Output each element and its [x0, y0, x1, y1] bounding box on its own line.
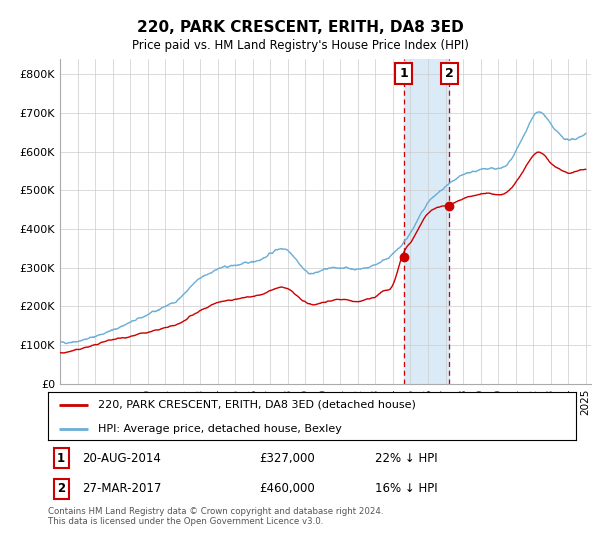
Text: Price paid vs. HM Land Registry's House Price Index (HPI): Price paid vs. HM Land Registry's House …	[131, 39, 469, 52]
Bar	[404, 59, 449, 384]
Text: Contains HM Land Registry data © Crown copyright and database right 2024.
This d: Contains HM Land Registry data © Crown c…	[48, 507, 383, 526]
Text: 2: 2	[445, 67, 454, 80]
Text: £460,000: £460,000	[259, 482, 315, 495]
Text: 16% ↓ HPI: 16% ↓ HPI	[376, 482, 438, 495]
Text: HPI: Average price, detached house, Bexley: HPI: Average price, detached house, Bexl…	[98, 424, 342, 433]
Text: 2: 2	[57, 482, 65, 495]
Text: 20-AUG-2014: 20-AUG-2014	[82, 451, 161, 465]
Text: 220, PARK CRESCENT, ERITH, DA8 3ED: 220, PARK CRESCENT, ERITH, DA8 3ED	[137, 20, 463, 35]
Text: 220, PARK CRESCENT, ERITH, DA8 3ED (detached house): 220, PARK CRESCENT, ERITH, DA8 3ED (deta…	[98, 400, 416, 410]
Text: £327,000: £327,000	[259, 451, 315, 465]
Text: 1: 1	[57, 451, 65, 465]
Text: 27-MAR-2017: 27-MAR-2017	[82, 482, 161, 495]
Text: 1: 1	[400, 67, 408, 80]
Text: 22% ↓ HPI: 22% ↓ HPI	[376, 451, 438, 465]
